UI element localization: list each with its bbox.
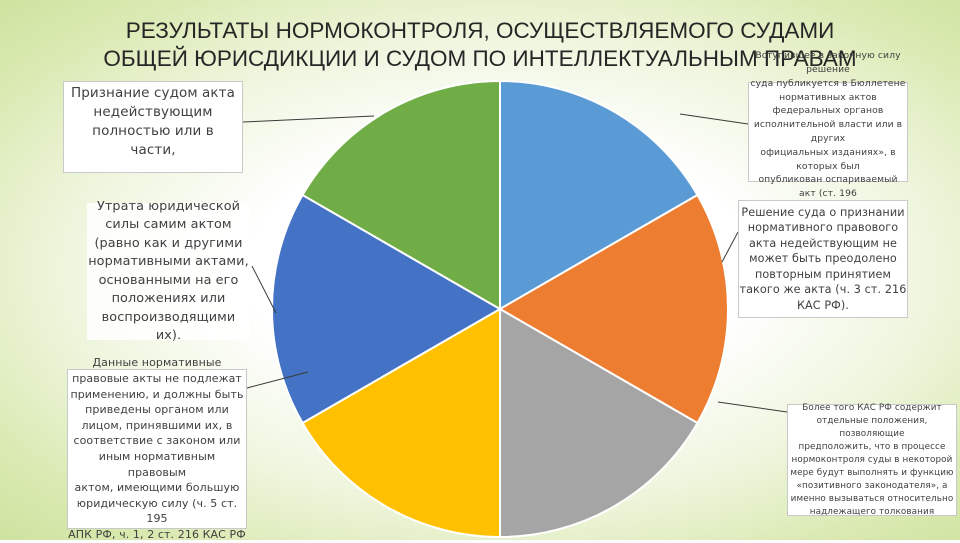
- text-line: положениях или: [111, 291, 226, 306]
- text-line: актом, имеющими большую: [74, 481, 240, 495]
- text-line: надлежащего толкования: [809, 506, 935, 517]
- text-box-bring-into-compliance: Данные нормативные правовые акты не подле…: [67, 356, 247, 541]
- text-line: КАС РФ).: [796, 298, 850, 312]
- text-line: Решение суда о признании: [741, 205, 905, 219]
- text-line: нормативными актами,: [88, 254, 249, 269]
- text-box-publication: Вступившее в законную силу решение суда п…: [748, 50, 908, 213]
- text-line: Признание судом акта: [70, 85, 235, 101]
- text-line: мере будут выполнять и функцию: [790, 467, 954, 478]
- leader-line-recognition: [242, 115, 375, 123]
- text-box-kas-provisions: Более того КАС РФ содержит отдельные поло…: [787, 402, 957, 517]
- text-line: такого же акта (ч. 3 ст. 216: [739, 283, 907, 297]
- text-line: именно вызываться относительно: [790, 493, 954, 504]
- leader-line-published: [679, 113, 749, 125]
- text-line: основанными на его: [98, 272, 239, 288]
- text-line: нормоконтроля суды в некоторой: [791, 454, 953, 465]
- text-line: повторным принятием: [754, 267, 892, 281]
- text-line: официальных изданиях», в которых был: [760, 146, 896, 172]
- text-line: силы самим актом: [105, 217, 232, 232]
- text-line: Более того КАС РФ содержит: [802, 402, 942, 413]
- text-box-recognition: Признание судом акта недействующим полност…: [63, 81, 243, 173]
- text-line: лицом, принявшими их, в: [81, 418, 233, 432]
- text-line: соответствие с законом или: [73, 434, 241, 448]
- text-line: иным нормативным правовым: [98, 450, 216, 479]
- leader-line-loss: [251, 265, 277, 314]
- pie-slice-4: [301, 307, 501, 539]
- pie-slice-3: [499, 307, 699, 539]
- slide-title-line-1: РЕЗУЛЬТАТЫ НОРМОКОНТРОЛЯ, ОСУЩЕСТВЛЯЕМОГ…: [125, 18, 835, 43]
- slide-title-line-2: ОБЩЕЙ ЮРИСДИКЦИИ И СУДОМ ПО ИНТЕЛЛЕКТУАЛ…: [103, 46, 857, 71]
- pie-slice-6: [301, 79, 501, 311]
- text-line: опубликован оспариваемый акт (ст. 196: [758, 174, 898, 200]
- text-line: суда публикуется в Бюллетене: [750, 77, 906, 89]
- text-line: правовые акты не подлежат: [72, 372, 242, 386]
- text-line: может быть преодолено: [749, 252, 897, 266]
- pie-slice-5: [271, 193, 502, 425]
- text-line: недействующим: [93, 104, 213, 120]
- text-line: Данные нормативные: [92, 356, 222, 370]
- text-line: нормативных актов федеральных органов: [772, 91, 884, 117]
- text-line: приведены органом или: [85, 403, 229, 417]
- text-line: отдельные положения, позволяющие: [816, 415, 928, 439]
- text-line: нормативного правового: [747, 221, 899, 235]
- text-line: «позитивного законодателя», а: [796, 480, 948, 491]
- text-line: части,: [130, 142, 176, 158]
- text-line: Утрата юридической: [96, 198, 241, 214]
- pie-slice-1: [499, 79, 699, 311]
- text-line: предположить, что в процессе: [798, 441, 946, 452]
- text-line: (равно как и другими: [94, 235, 243, 251]
- text-box-decision: Решение суда о признании нормативного пра…: [738, 200, 908, 318]
- text-line: полностью или в: [92, 123, 214, 139]
- text-line: исполнительной власти или в других: [753, 119, 903, 144]
- text-line: Вступившее в законную силу решение: [755, 50, 901, 76]
- text-line: юридическую силу (ч. 5 ст. 195: [76, 496, 238, 526]
- leader-line-decision: [721, 231, 739, 263]
- text-line: воспроизводящими их).: [101, 309, 236, 344]
- pie-slice-2: [498, 193, 729, 425]
- text-line: АПК РФ, ч. 1, 2 ст. 216 КАС РФ: [68, 527, 246, 541]
- text-line: акта недействующим не: [748, 236, 897, 250]
- text-box-loss-of-force: Утрата юридической силы самим актом (равно…: [87, 199, 250, 343]
- text-line: применению, и должны быть: [70, 387, 244, 401]
- leader-line-kas: [717, 401, 788, 413]
- leader-line-bring: [246, 371, 309, 389]
